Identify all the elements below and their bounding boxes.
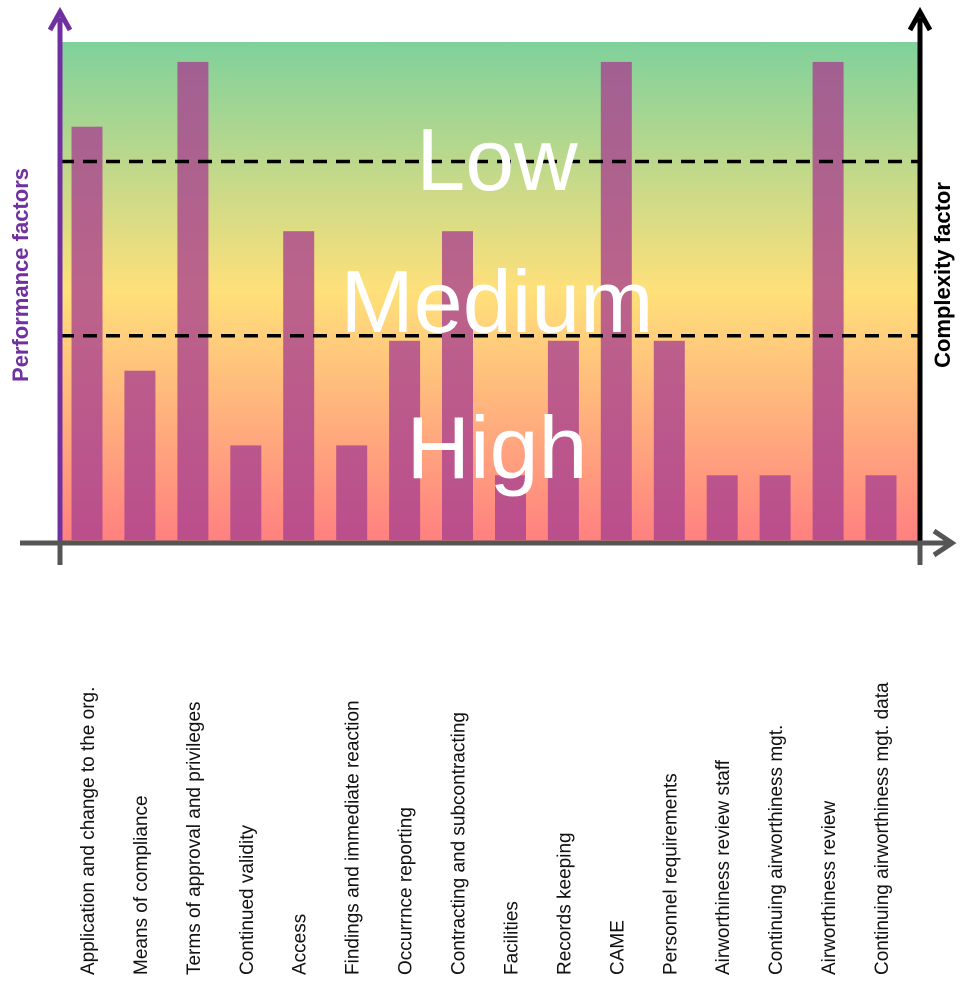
- zone-label-medium: Medium: [341, 252, 654, 351]
- category-label-12: Personnel requirements: [660, 773, 681, 975]
- category-label-16: Continuing airworthiness mgt. data: [872, 682, 893, 975]
- bar-1: [71, 126, 103, 540]
- bar-3: [177, 61, 209, 541]
- right-axis: [907, 6, 933, 565]
- bar-16: [865, 475, 897, 540]
- category-label-15: Airworthiness review: [819, 801, 840, 975]
- y2-axis-title: Complexity factor: [930, 182, 955, 368]
- category-label-5: Access: [290, 914, 311, 975]
- bar-15: [812, 61, 844, 541]
- category-label-8: Contracting and subcontracting: [449, 712, 470, 975]
- category-label-3: Terms of approval and privileges: [184, 701, 205, 975]
- category-label-9: Facilities: [502, 901, 523, 975]
- bar-11: [600, 61, 632, 541]
- left-axis: [47, 6, 73, 545]
- category-label-7: Occurrnce reporting: [396, 807, 417, 975]
- bar-12: [653, 340, 685, 540]
- bar-4: [230, 445, 262, 540]
- y-axis-title: Performance factors: [8, 168, 33, 382]
- bar-group: [71, 61, 897, 541]
- bar-5: [283, 231, 315, 540]
- bar-13: [706, 475, 738, 540]
- zone-labels: Low Medium High: [341, 110, 654, 497]
- category-label-1: Application and change to the org.: [78, 687, 99, 975]
- category-label-2: Means of compliance: [131, 795, 152, 975]
- zone-label-low: Low: [416, 110, 578, 209]
- category-labels: Application and change to the org. Means …: [78, 682, 893, 975]
- bar-14: [759, 475, 791, 540]
- bar-2: [124, 370, 156, 540]
- bar-8: [442, 231, 473, 540]
- bar-6: [336, 445, 368, 540]
- bar-7: [389, 340, 421, 540]
- zone-label-high: High: [407, 398, 588, 497]
- category-label-6: Findings and immediate reaction: [343, 700, 364, 975]
- x-axis: [20, 528, 957, 565]
- category-label-13: Airworthiness review staff: [713, 759, 734, 975]
- threshold-lines: [60, 159, 920, 338]
- category-label-10: Records keeping: [554, 832, 575, 975]
- bar-10: [547, 340, 579, 540]
- category-label-4: Continued validity: [237, 825, 258, 975]
- bar-9: [495, 475, 526, 540]
- category-label-14: Continuing airworthiness mgt.: [766, 725, 787, 975]
- category-label-11: CAME: [607, 920, 628, 975]
